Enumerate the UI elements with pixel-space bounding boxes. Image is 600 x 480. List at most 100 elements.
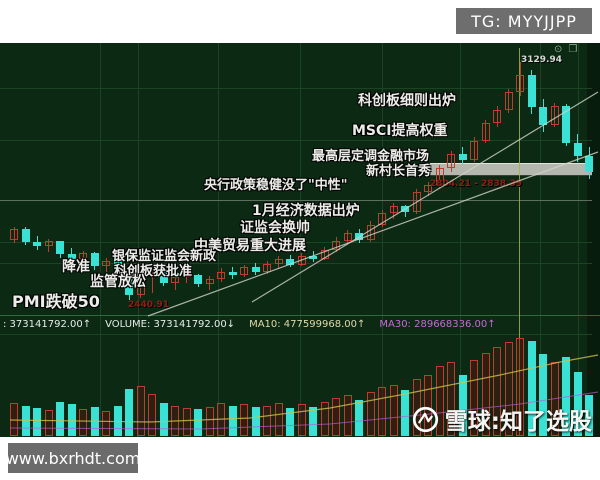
candle-body-down — [401, 206, 409, 213]
volume-bar-up — [10, 403, 18, 436]
volume-ma30-value: MA30: 289668336.00↑ — [379, 319, 496, 330]
candle-body-up — [332, 240, 340, 251]
price-label-low: 2440.91 — [128, 300, 169, 310]
candle-body-down — [562, 106, 570, 143]
xueqiu-watermark: 雪球:知了选股 — [412, 402, 592, 436]
price-label-peak: 3129.94 — [521, 55, 562, 65]
volume-bar-up — [182, 407, 191, 436]
volume-bar-down — [56, 402, 64, 436]
candle-wick — [82, 250, 84, 264]
candle-body-up — [274, 259, 283, 265]
candle-body-down — [67, 254, 76, 260]
candle-body-up — [136, 276, 145, 295]
chart-annotation: MSCI提高权重 — [352, 123, 448, 139]
candle-body-up — [205, 279, 214, 285]
candle-body-up — [10, 229, 18, 240]
candle-body-up — [470, 140, 478, 160]
grid-vline — [100, 43, 101, 437]
candle-body-down — [539, 107, 547, 125]
candle-body-up — [102, 261, 110, 267]
candle-body-up — [504, 92, 513, 110]
candle-body-up — [79, 253, 87, 260]
volume-bar-up — [378, 387, 386, 436]
volume-bar-down — [21, 405, 30, 436]
volume-bar-down — [194, 408, 202, 436]
candle-body-up — [263, 264, 271, 273]
volume-pane-topline — [0, 334, 592, 335]
circle-icon: ⊙ — [554, 44, 563, 55]
chart-annotation: PMI跌破50 — [12, 292, 100, 311]
candle-body-down — [573, 142, 582, 156]
chart-annotation: 科创板细则出炉 — [358, 93, 456, 109]
candle-body-down — [309, 255, 317, 259]
tg-watermark-text: TG: MYYJJPP — [471, 11, 577, 31]
candle-body-up — [493, 109, 501, 124]
candle-body-down — [585, 155, 593, 172]
candle-body-up — [297, 255, 306, 265]
volume-bar-up — [320, 402, 329, 436]
volume-bar-up — [79, 408, 87, 436]
candle-body-down — [286, 259, 294, 265]
volume-bar-up — [102, 410, 110, 436]
site-watermark-text: www.bxrhdt.com — [5, 448, 141, 468]
candle-body-up — [217, 271, 225, 280]
volume-bar-down — [286, 407, 294, 436]
volume-bar-up — [44, 409, 53, 436]
volume-bar-down — [125, 389, 133, 436]
volume-bar-up — [332, 397, 340, 436]
volume-bar-up — [297, 404, 306, 436]
candle-body-down — [228, 271, 237, 276]
candle-body-down — [458, 154, 467, 160]
candle-body-up — [481, 123, 490, 141]
chart-annotation: 证监会换帅 — [240, 220, 310, 236]
chart-annotation: 降准 — [62, 259, 90, 275]
chart-corner-icons: ⊙ ❐ — [554, 44, 577, 55]
candle-body-up — [320, 250, 329, 259]
chart-annotation: 监管放松 — [90, 274, 146, 290]
candle-body-up — [389, 206, 398, 213]
volume-bar-up — [389, 384, 398, 436]
volume-bar-down — [113, 405, 122, 436]
candle-body-up — [550, 106, 559, 125]
candle-body-down — [194, 275, 202, 285]
grid-vline — [138, 43, 139, 437]
volume-value: VOLUME: 373141792.00↓ — [105, 319, 236, 330]
candle-body-up — [378, 213, 386, 226]
candle-body-up — [516, 75, 524, 93]
volume-bar-down — [309, 406, 317, 436]
candle-body-up — [366, 225, 375, 240]
xueqiu-logo-icon — [412, 406, 439, 433]
candle-body-down — [90, 253, 99, 267]
pane-divider — [0, 315, 600, 316]
candle-body-up — [447, 154, 455, 169]
candle-body-down — [527, 75, 536, 108]
volume-bar-up — [366, 392, 375, 436]
candle-body-up — [343, 233, 352, 241]
volume-bar-down — [90, 406, 99, 436]
candle-body-up — [44, 241, 53, 246]
chart-right-shade — [587, 43, 600, 437]
volume-bar-up — [274, 403, 283, 436]
volume-bar-down — [355, 400, 363, 436]
grid-hline — [0, 88, 592, 89]
volume-bar-up — [205, 406, 214, 436]
volume-bar-down — [159, 403, 168, 436]
price-label-band: 2804.21 - 2838.39 — [430, 179, 522, 189]
chart-annotation: 新村长首秀 — [366, 164, 432, 179]
candle-body-down — [33, 241, 41, 246]
grid-hline — [0, 140, 592, 141]
candle-wick — [519, 62, 521, 96]
volume-bar-up — [136, 385, 145, 436]
tg-watermark-badge: TG: MYYJJPP — [456, 8, 592, 34]
candle-body-up — [240, 267, 248, 276]
volume-bar-down — [67, 404, 76, 436]
volume-bar-down — [401, 390, 409, 436]
candle-body-down — [21, 229, 30, 242]
chart-annotation: 央行政策稳健没了"中性" — [204, 178, 348, 193]
volume-indicator-bar: : 373141792.00↑ VOLUME: 373141792.00↓ MA… — [3, 319, 496, 330]
volume-bar-down — [251, 406, 260, 436]
candle-wick — [13, 226, 15, 243]
volume-bar-up — [263, 405, 271, 436]
volume-ma10-value: MA10: 477599968.00↑ — [249, 319, 366, 330]
candle-wick — [105, 257, 107, 273]
